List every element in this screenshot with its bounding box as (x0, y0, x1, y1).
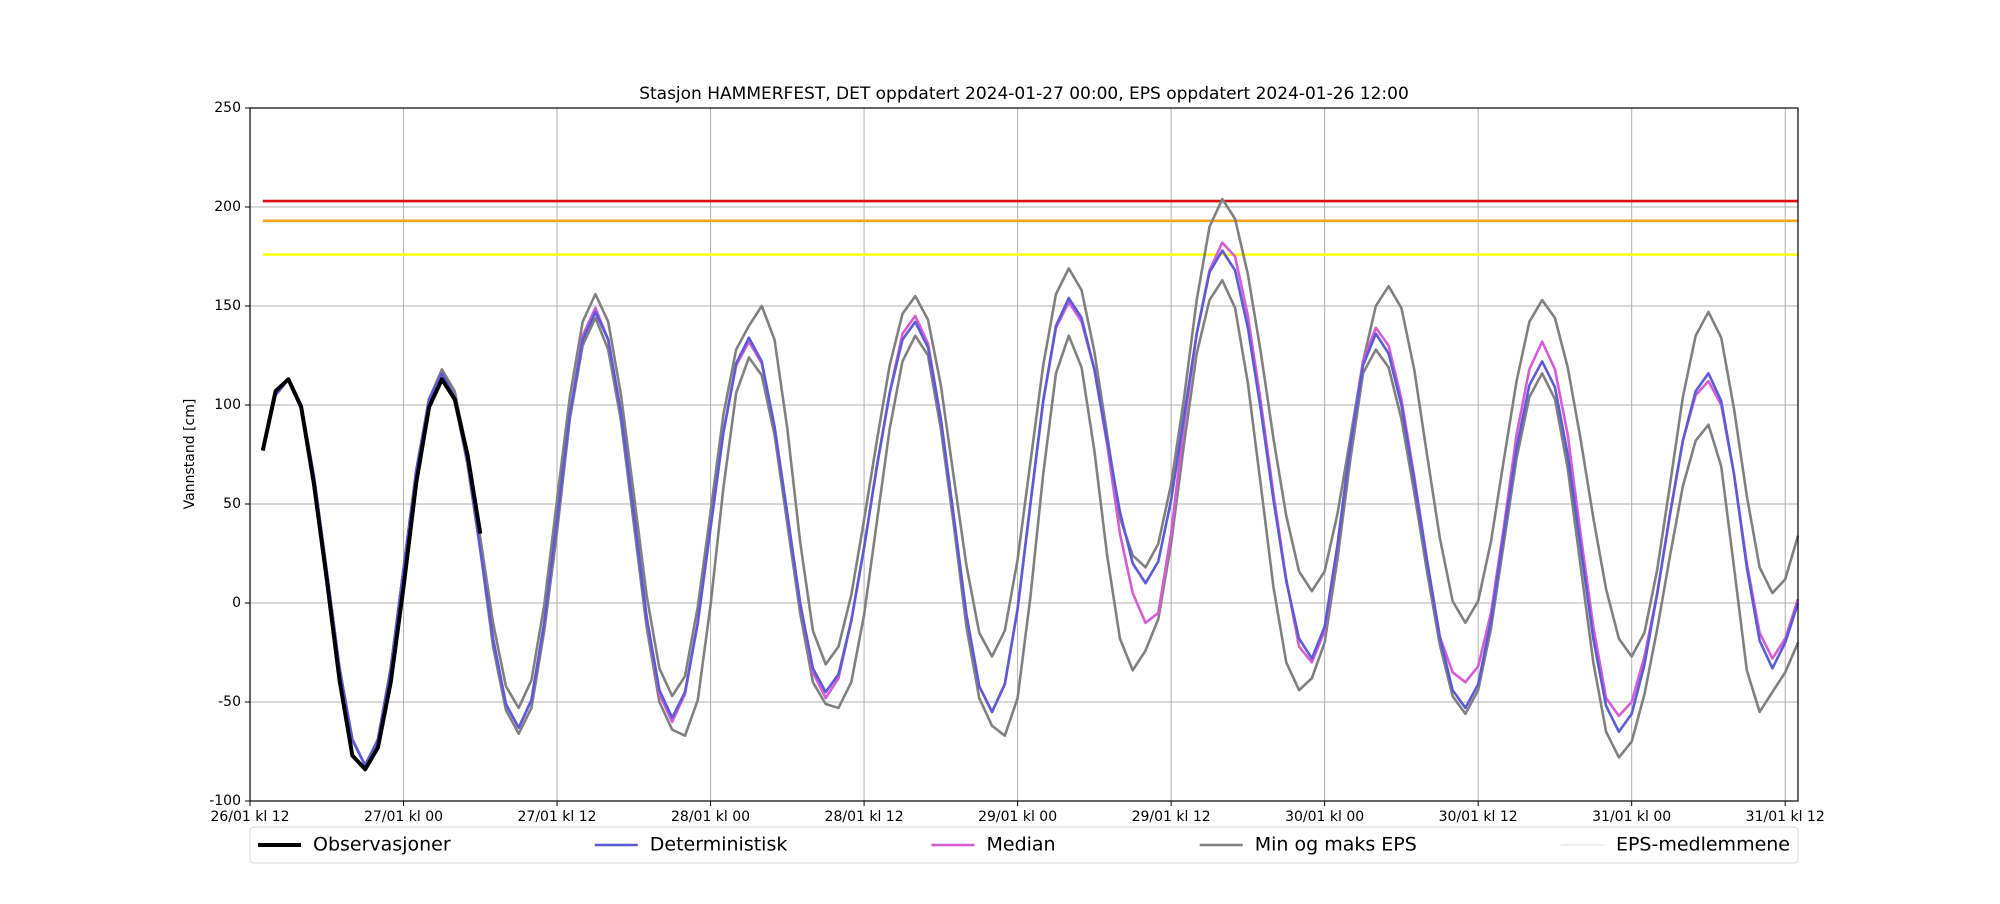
y-tick-label: 250 (214, 100, 241, 116)
grid (249, 107, 1798, 802)
x-tick-label: 31/01 kl 00 (1592, 809, 1671, 825)
y-tick-label: 0 (232, 595, 241, 611)
series-line (261, 278, 1800, 767)
x-tick-label: 28/01 kl 00 (671, 809, 750, 825)
chart-title: Stasjon HAMMERFEST, DET oppdatert 2024-0… (639, 84, 1409, 104)
legend-label: Median (986, 834, 1055, 856)
x-tick-label: 30/01 kl 00 (1285, 809, 1364, 825)
legend-label: EPS-medlemmene (1616, 834, 1790, 856)
y-tick-label: 100 (214, 397, 241, 413)
plot-area (260, 197, 1800, 772)
legend-label: Min og maks EPS (1255, 834, 1417, 856)
series-line (261, 197, 1800, 767)
legend-box (249, 826, 1799, 864)
series-line (260, 377, 483, 772)
y-tick-label: 200 (214, 199, 241, 215)
x-tick-label: 28/01 kl 12 (825, 809, 904, 825)
x-tick-label: 27/01 kl 00 (364, 809, 443, 825)
x-tick-label: 31/01 kl 12 (1746, 809, 1825, 825)
legend-item: Deterministisk (594, 834, 788, 856)
legend-label: Observasjoner (313, 834, 451, 856)
legend-item: Observasjoner (258, 834, 451, 856)
y-axis-label: Vannstand [cm] (182, 399, 198, 510)
y-tick-label: -50 (218, 694, 241, 710)
x-tick-label: 30/01 kl 12 (1439, 809, 1518, 825)
x-tick-label: 27/01 kl 12 (518, 809, 597, 825)
legend-label: Deterministisk (650, 834, 788, 856)
y-tick-label: 50 (223, 496, 241, 512)
legend-item: Median (931, 834, 1056, 856)
x-tick-label: 29/01 kl 12 (1132, 809, 1211, 825)
y-tick-label: -100 (209, 793, 241, 809)
legend-item: Min og maks EPS (1199, 834, 1417, 856)
x-tick-label: 29/01 kl 00 (978, 809, 1057, 825)
axes-frame (249, 107, 1799, 802)
x-tick-label: 26/01 kl 12 (210, 809, 289, 825)
series-line (261, 249, 1800, 767)
y-tick-label: 150 (214, 298, 241, 314)
legend-item: EPS-medlemmene (1560, 834, 1790, 856)
